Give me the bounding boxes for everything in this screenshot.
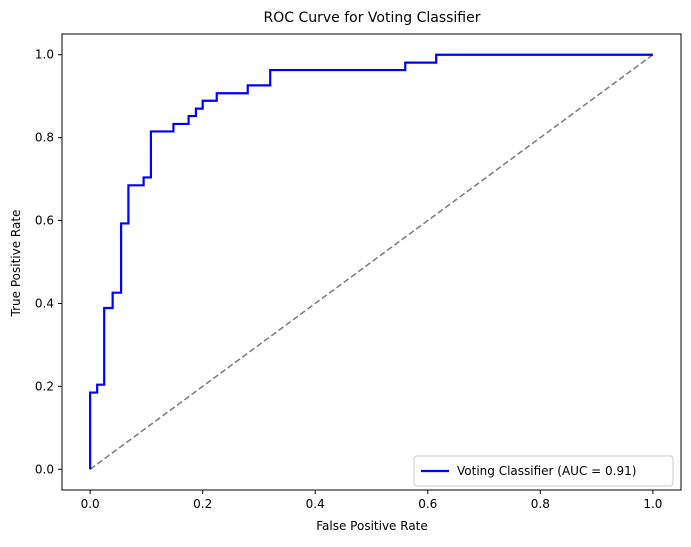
x-tick-label: 0.4 [306, 497, 325, 511]
y-tick-label: 0.4 [35, 296, 54, 310]
y-tick-label: 1.0 [35, 48, 54, 62]
legend-label-voting-classifier: Voting Classifier (AUC = 0.91) [457, 464, 636, 478]
y-tick-label: 0.8 [35, 131, 54, 145]
x-tick-label: 0.8 [531, 497, 550, 511]
y-tick-label: 0.6 [35, 214, 54, 228]
plot-area: 0.0 0.2 0.4 0.6 0.8 1.0 0.0 0.2 0.4 0.6 0.8 1.0 [35, 33, 682, 511]
legend-box [413, 455, 674, 487]
y-tick-label: 0.0 [35, 462, 54, 476]
chance-diagonal-line [89, 54, 654, 470]
x-tick-label: 0.2 [193, 497, 212, 511]
legend: Voting Classifier (AUC = 0.91) [413, 455, 674, 487]
plot-frame [61, 33, 682, 491]
y-tick-label: 0.2 [35, 379, 54, 393]
x-tick-label: 1.0 [643, 497, 662, 511]
x-tick-label: 0.0 [81, 497, 100, 511]
roc-curve-line [89, 53, 653, 470]
y-axis-title: True Positive Rate [9, 210, 23, 318]
x-axis-title: False Positive Rate [316, 519, 428, 533]
chart-title: ROC Curve for Voting Classifier [264, 10, 481, 26]
x-tick-label: 0.6 [418, 497, 437, 511]
